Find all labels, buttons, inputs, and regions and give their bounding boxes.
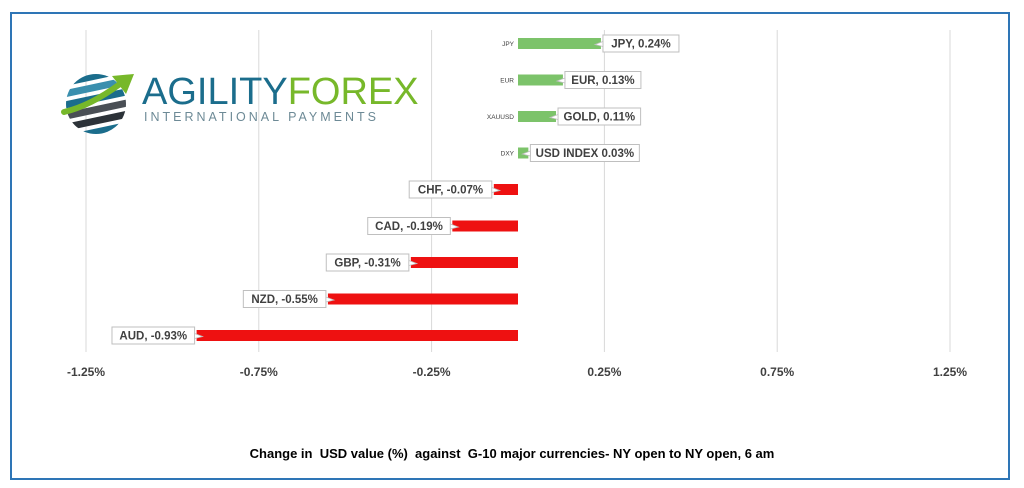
data-label: CHF, -0.07% — [418, 185, 483, 197]
bar — [518, 147, 529, 159]
globe-logo-icon — [61, 74, 134, 134]
bar — [493, 184, 518, 195]
bar — [518, 74, 563, 86]
x-tick-label: 0.25% — [587, 365, 621, 379]
category-label: DXY — [501, 151, 515, 158]
data-label-pointer — [325, 296, 336, 303]
x-tick-label: -0.25% — [413, 365, 451, 379]
x-tick-label: -1.25% — [67, 365, 105, 379]
data-label-pointer — [491, 186, 502, 194]
data-label: GOLD, 0.11% — [564, 112, 636, 124]
data-labels: JPY, 0.24% EUR, 0.13% GOLD, 0.11% USD INDEX… — [111, 34, 680, 345]
x-tick-label: 1.25% — [933, 365, 967, 379]
data-label-pointer — [449, 223, 460, 230]
chart-caption: Change in USD value (%) against G-10 maj… — [249, 446, 775, 461]
data-label: EUR, 0.13% — [571, 75, 634, 87]
data-label: NZD, -0.55% — [251, 294, 317, 306]
logo-word-agility: AGILITY — [142, 71, 288, 113]
agility-forex-logo: AGILITYFOREX INTERNATIONAL PAYMENTS — [60, 62, 419, 142]
bars — [196, 38, 601, 341]
data-label: AUD, -0.93% — [119, 331, 187, 343]
chart-frame — [10, 12, 1010, 480]
logo-word-forex: FOREX — [287, 71, 419, 113]
bar — [452, 220, 518, 232]
category-labels: JPY EUR XAUUSD DXY — [487, 41, 515, 158]
x-tick-label: -0.75% — [240, 365, 278, 379]
category-label: EUR — [500, 78, 514, 85]
bar — [196, 330, 519, 341]
bar — [518, 111, 557, 122]
data-label-pointer — [548, 113, 559, 121]
x-tick-label: 0.75% — [760, 365, 794, 379]
data-label: CAD, -0.19% — [375, 221, 443, 233]
logo-wordmark: AGILITYFOREX — [142, 72, 419, 112]
data-label: GBP, -0.31% — [334, 258, 400, 270]
data-label-pointer — [521, 150, 531, 157]
bar — [410, 257, 518, 268]
bar — [327, 293, 518, 305]
data-label: USD INDEX 0.03% — [536, 148, 634, 160]
bar — [518, 38, 601, 49]
data-label-pointer — [408, 259, 419, 267]
data-label-pointer — [593, 40, 604, 48]
x-tick-labels: -1.25% -0.75% -0.25% 0.25% 0.75% 1.25% — [67, 365, 967, 379]
data-label-pointer — [555, 77, 566, 84]
data-label-pointer — [194, 332, 204, 340]
data-label: JPY, 0.24% — [611, 39, 670, 51]
category-label: XAUUSD — [487, 114, 514, 121]
category-label: JPY — [502, 41, 515, 48]
logo-subtitle: INTERNATIONAL PAYMENTS — [144, 110, 380, 124]
